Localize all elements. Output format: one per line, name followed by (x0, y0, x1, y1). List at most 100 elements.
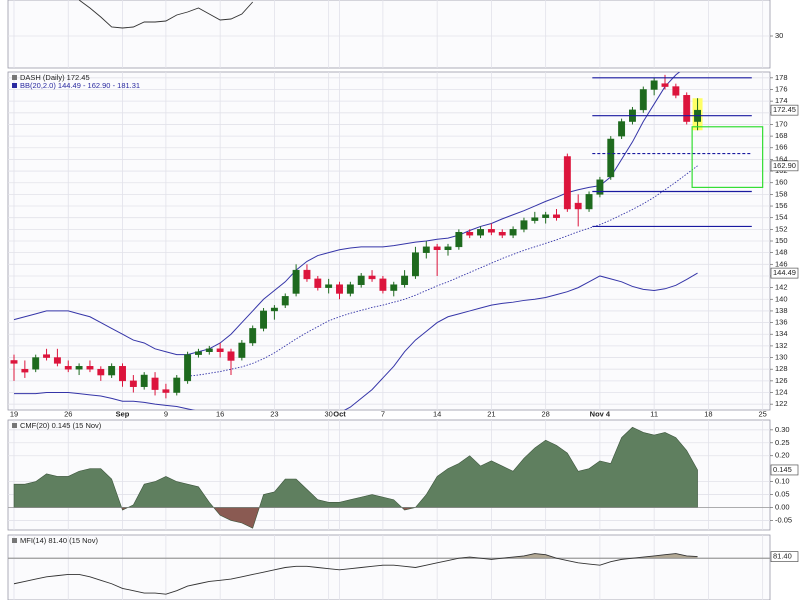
ref-fill-group (14, 553, 698, 559)
y-tick-label: 150 (775, 236, 788, 245)
y-tick-label: 160 (775, 178, 788, 187)
last-value-box (770, 267, 799, 279)
candle-body (108, 366, 116, 376)
y-tick-label: 138 (775, 306, 788, 315)
candle-body (585, 194, 593, 210)
candle-body (216, 348, 224, 352)
candle-body (260, 310, 268, 329)
last-value-box (770, 464, 799, 476)
candle-body (43, 354, 50, 358)
y-tick-label: 178 (775, 73, 788, 82)
y-tick-label: 148 (775, 248, 788, 257)
candle-body (498, 232, 506, 236)
plot-area (8, 553, 770, 595)
y-tick-label: 170 (775, 119, 788, 128)
panel-background (7, 534, 771, 600)
legend-icon (12, 423, 17, 428)
band-line (13, 72, 681, 356)
y-tick-label: 0.00 (775, 502, 790, 511)
y-tick-label: 122 (775, 399, 788, 408)
candle-body (531, 217, 539, 221)
y-tick-label: 130 (775, 353, 788, 362)
candle-body (466, 232, 474, 236)
x-tick-label: 30 (324, 409, 332, 418)
candle-body (574, 202, 582, 210)
candle-body (563, 156, 571, 210)
candle-body (422, 246, 430, 253)
last-value-box (770, 104, 799, 116)
x-tick-label: 28 (541, 409, 549, 418)
overbought-fill (14, 553, 698, 559)
y-tick-label: 132 (775, 341, 788, 350)
x-tick-label: 21 (487, 409, 495, 418)
panel-background (7, 0, 771, 69)
y-tick-label: 0.30 (775, 425, 790, 434)
y-tick-label: 164 (775, 154, 788, 163)
x-tick-label: Oct (333, 409, 346, 418)
candle-body (281, 296, 289, 306)
y-tick-label: 0.25 (775, 438, 790, 447)
candle-body (509, 229, 517, 236)
candle-body (32, 357, 40, 370)
y-tick-label: 140 (775, 294, 788, 303)
candle-body (596, 179, 604, 195)
candle-body (151, 377, 159, 390)
plot-area (10, 72, 752, 410)
candle-body (97, 368, 105, 376)
legend-icon (12, 538, 17, 543)
legend-icon (12, 75, 17, 80)
y-tick-label: 166 (775, 143, 788, 152)
x-tick-label: 9 (164, 409, 168, 418)
candle-body (553, 214, 560, 218)
candle-body (184, 354, 192, 382)
panel-title: DASH (Daily) 172.45 (20, 73, 90, 82)
last-value-box (770, 551, 799, 562)
y-tick-label: 152 (775, 224, 788, 233)
candle-body (162, 389, 170, 393)
candle-body (379, 278, 387, 291)
x-tick-label: Sep (116, 409, 130, 418)
legend-icon (12, 83, 17, 88)
x-tick-label: 23 (270, 409, 278, 418)
y-tick-label: 158 (775, 189, 788, 198)
candle-body (64, 366, 72, 370)
candle-body (140, 374, 148, 387)
candle-body (639, 89, 647, 111)
candle-body (412, 252, 419, 277)
y-tick-label: -0.05 (775, 515, 792, 524)
y-tick-label: 30 (775, 31, 783, 40)
last-value-label: 0.145 (773, 465, 792, 474)
candle-body (173, 377, 181, 393)
last-value-label: 81.40 (773, 552, 792, 561)
x-tick-label: 7 (381, 409, 385, 418)
candle-body (270, 307, 278, 312)
y-tick-label: 124 (775, 388, 788, 397)
candle-body (607, 138, 615, 178)
y-tick-label: 156 (775, 201, 788, 210)
y-tick-label: 0.05 (775, 490, 790, 499)
x-tick-label: 25 (758, 409, 766, 418)
candle-body (390, 284, 398, 291)
candle-body (336, 284, 343, 294)
candle-body (455, 232, 463, 248)
candle-body (53, 357, 61, 364)
last-value-label: 162.90 (773, 161, 796, 170)
x-tick-label: 14 (433, 409, 441, 418)
indicator-line (13, 553, 698, 595)
y-tick-label: 128 (775, 364, 788, 373)
candle-body (249, 328, 257, 344)
cmf-area (13, 426, 698, 529)
candle-body (477, 229, 485, 236)
candle-body (650, 80, 658, 90)
last-value-label: 144.49 (773, 268, 796, 277)
candle-body (227, 351, 235, 361)
annotation-box (691, 126, 764, 188)
y-tick-label: 142 (775, 283, 788, 292)
candle-body (520, 220, 528, 230)
candle-body (346, 284, 354, 294)
y-tick-label: 136 (775, 318, 788, 327)
candle-body (661, 83, 669, 87)
plot-area (8, 426, 770, 529)
